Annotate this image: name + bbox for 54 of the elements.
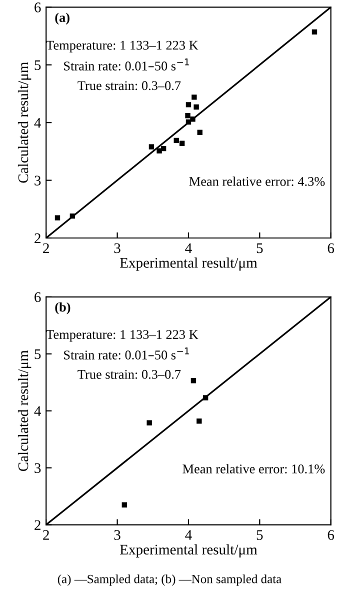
annotation: (a) <box>55 12 70 25</box>
point <box>54 215 60 220</box>
point <box>179 140 185 146</box>
x-tick-label: 4 <box>185 530 192 540</box>
x-tick-label: 6 <box>328 243 334 254</box>
x-tick-label: 3 <box>114 530 120 540</box>
y-tick-label: 3 <box>34 176 41 186</box>
x-axis-title: Experimental result/μm <box>120 257 258 271</box>
point <box>202 395 208 400</box>
point <box>312 29 318 35</box>
point <box>194 104 199 110</box>
point <box>186 102 192 108</box>
point <box>146 420 152 426</box>
y-tick-label: 4 <box>34 406 42 416</box>
annotation: Mean relative error: 4.3% <box>189 176 325 186</box>
point <box>174 138 179 144</box>
y-tick-label: 5 <box>34 60 41 70</box>
y-tick-label: 2 <box>34 520 40 530</box>
point <box>185 113 190 118</box>
point <box>197 130 202 135</box>
annotation: Strain rate: 0.01–50 s$^{−1}$ <box>64 348 189 360</box>
y-tick-label: 5 <box>34 349 41 360</box>
x-tick-label: 4 <box>185 243 192 253</box>
x-tick-label: 3 <box>114 243 120 254</box>
point <box>156 148 162 154</box>
x-tick-label: 5 <box>256 243 263 254</box>
point <box>122 502 128 508</box>
annotation: Mean relative error: 10.1% <box>182 464 325 474</box>
point <box>160 146 166 152</box>
annotation: (b) <box>55 302 70 314</box>
y-tick-label: 6 <box>34 2 41 12</box>
x-axis-title: Experimental result/μm <box>120 544 258 558</box>
point <box>192 94 197 100</box>
y-tick-label: 4 <box>34 118 42 128</box>
point <box>190 378 196 384</box>
x-tick-label: 5 <box>256 530 263 540</box>
text: (a) —Sampled data; (b) —Non sampled data <box>58 574 282 586</box>
point <box>190 116 196 122</box>
point <box>148 144 154 150</box>
y-tick-label: 2 <box>34 233 40 244</box>
y-axis-title: Calculated result/μm <box>18 62 32 183</box>
point <box>70 213 76 219</box>
x-tick-label: 2 <box>43 243 49 253</box>
y-axis-title: Calculated result/μm <box>18 350 32 472</box>
point <box>196 418 202 424</box>
annotation: True strain: 0.3–0.7 <box>78 81 181 90</box>
annotation: Temperature: 1 133–1 223 K <box>46 40 198 52</box>
x-tick-label: 6 <box>328 530 334 540</box>
y-tick-label: 6 <box>34 292 41 302</box>
y-tick-label: 3 <box>34 463 41 474</box>
annotation: Strain rate: 0.01–50 s$^{−1}$ <box>64 58 189 71</box>
x-tick-label: 2 <box>43 530 49 540</box>
annotation: Temperature: 1 133–1 223 K <box>46 330 198 342</box>
annotation: True strain: 0.3–0.7 <box>78 370 181 379</box>
